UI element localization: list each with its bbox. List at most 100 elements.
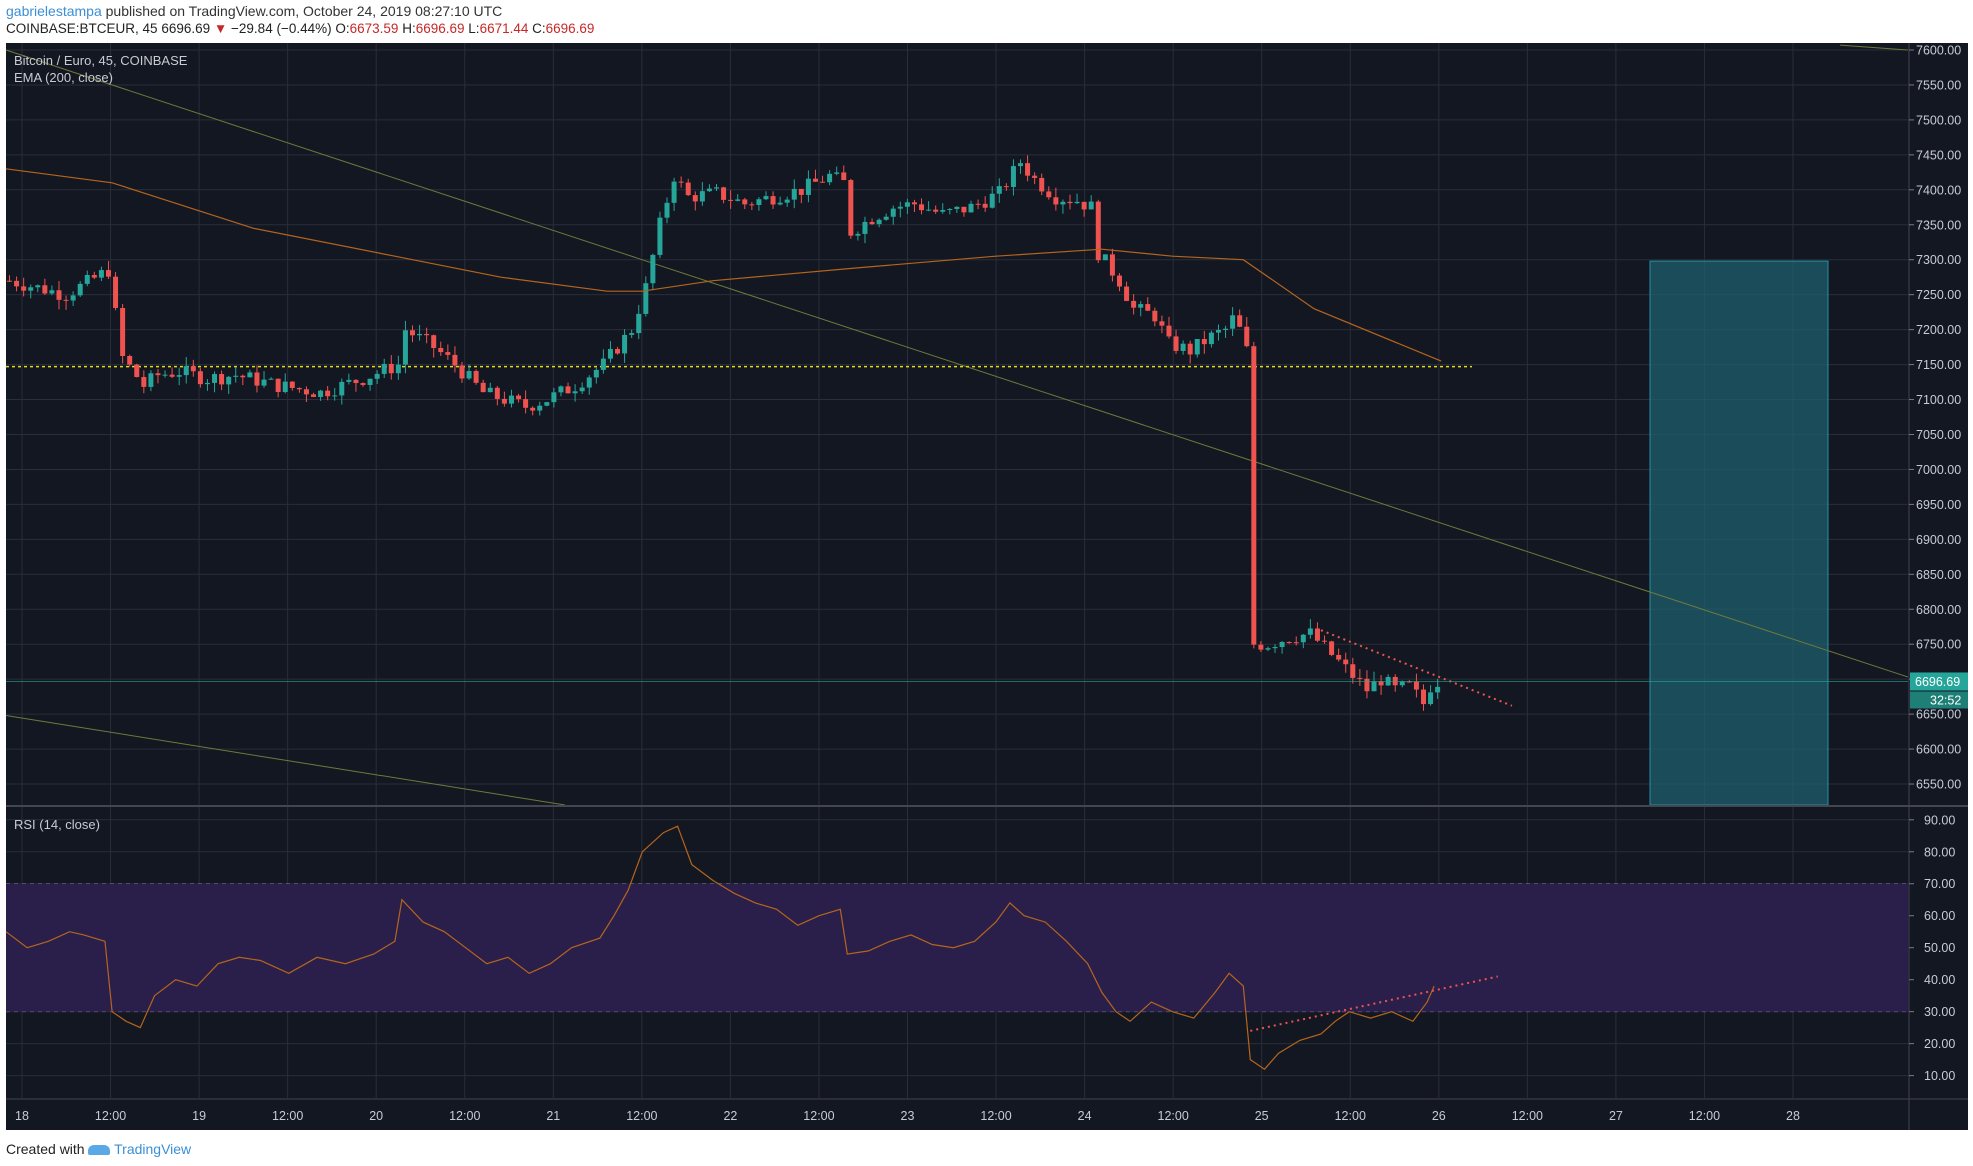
- candle-body: [911, 202, 917, 205]
- candle-body: [1018, 163, 1024, 167]
- candle-body: [600, 358, 606, 370]
- candle-body: [1435, 686, 1441, 693]
- indicator-lines: [5, 168, 1908, 1070]
- candle-body: [1265, 648, 1271, 650]
- symbol-name: COINBASE:BTCEUR, 45: [6, 21, 158, 36]
- candle-body: [49, 290, 55, 294]
- y-tick-label: 6900.00: [1916, 533, 1961, 547]
- candle-body: [579, 387, 585, 392]
- candle-body: [657, 217, 663, 255]
- candle-body: [466, 371, 472, 379]
- candle-body: [749, 204, 755, 206]
- candle-body: [84, 274, 90, 284]
- candle-body: [622, 334, 628, 354]
- price-change: −29.84 (−0.44%): [231, 21, 332, 36]
- y-tick-label: 7400.00: [1916, 183, 1961, 197]
- candle-body: [1272, 646, 1278, 649]
- x-tick-label: 12:00: [1158, 1109, 1189, 1123]
- tradingview-brand[interactable]: TradingView: [114, 1141, 192, 1157]
- candle-body: [445, 352, 451, 355]
- candle-body: [777, 202, 783, 205]
- candle-body: [1180, 343, 1186, 351]
- candle-body: [883, 216, 889, 220]
- candle-body: [1421, 689, 1426, 705]
- candle-body: [643, 283, 649, 314]
- candle-body: [593, 369, 599, 378]
- candle-body: [1244, 326, 1250, 347]
- candle-body: [876, 219, 882, 225]
- candle-body: [233, 375, 239, 377]
- y-tick-label: 6850.00: [1916, 568, 1961, 582]
- countdown-tag: [1910, 691, 1968, 709]
- candle-body: [1025, 163, 1031, 176]
- candle-body: [42, 285, 48, 294]
- candle-body: [1003, 186, 1009, 188]
- x-tick-label: 12:00: [1689, 1109, 1720, 1123]
- candle-body: [28, 287, 34, 291]
- target-box: [1649, 260, 1829, 806]
- candle-body: [1378, 681, 1384, 686]
- candle-body: [1131, 300, 1137, 308]
- rsi-y-tick-label: 50.00: [1924, 941, 1955, 955]
- candle-body: [820, 181, 826, 183]
- y-tick-label: 7600.00: [1916, 43, 1961, 57]
- candle-body: [827, 173, 833, 183]
- candle-body: [431, 335, 437, 349]
- candle-body: [1399, 681, 1405, 686]
- candle-body: [14, 280, 20, 287]
- candle-body: [1060, 201, 1066, 205]
- candle-body: [933, 209, 939, 212]
- candle-body: [77, 283, 83, 296]
- candle-body: [70, 295, 76, 301]
- candle-body: [353, 379, 359, 384]
- y-tick-label: 7450.00: [1916, 148, 1961, 162]
- y-tick-label: 7500.00: [1916, 113, 1961, 127]
- candle-body: [247, 372, 253, 378]
- candle-body: [318, 390, 324, 397]
- candle-body: [586, 377, 592, 388]
- lower-trendline: [5, 715, 566, 806]
- candle-body: [742, 199, 748, 205]
- candle-body: [1102, 254, 1108, 261]
- x-tick-label: 22: [723, 1109, 737, 1123]
- candle-body: [848, 180, 854, 236]
- candle-body: [544, 402, 550, 406]
- open-label: O:: [335, 21, 350, 36]
- candle-body: [409, 330, 415, 336]
- candle-body: [113, 276, 119, 308]
- candle-body: [473, 371, 479, 383]
- low-value: 6671.44: [479, 21, 529, 36]
- candle-body: [388, 363, 394, 374]
- candle-body: [508, 395, 514, 404]
- candle-body: [975, 203, 981, 205]
- candle-body: [296, 387, 302, 390]
- candle-body: [289, 381, 295, 388]
- rsi-divergence-dotted-line: [1250, 975, 1498, 1032]
- candle-body: [1364, 678, 1370, 692]
- candle-body: [855, 233, 861, 236]
- candle-body: [98, 270, 104, 278]
- candle-body: [374, 373, 380, 379]
- axes: 7600.00 7550.00 7500.00 7450.00 7400.00 7350.…: [6, 43, 1968, 1130]
- candle-body: [784, 199, 790, 203]
- candle-body: [148, 373, 154, 387]
- candle-body: [1166, 325, 1172, 337]
- candle-body: [1109, 254, 1115, 276]
- candle-body: [629, 333, 635, 335]
- candle-body: [169, 374, 175, 377]
- candle-body: [1300, 634, 1306, 643]
- y-tick-label: 7250.00: [1916, 288, 1961, 302]
- y-tick-label: 6800.00: [1916, 603, 1961, 617]
- x-tick-label: 27: [1609, 1109, 1623, 1123]
- candle-body: [1314, 628, 1320, 641]
- candle-body: [615, 348, 621, 354]
- candle-body: [1357, 677, 1363, 679]
- candle-body: [714, 187, 719, 189]
- candle-body: [35, 285, 41, 288]
- candle-body: [282, 381, 288, 392]
- candle-body: [134, 364, 140, 377]
- author-link[interactable]: gabrielestampa: [6, 3, 102, 19]
- candle-body: [1145, 304, 1151, 311]
- candle-body: [1251, 346, 1257, 645]
